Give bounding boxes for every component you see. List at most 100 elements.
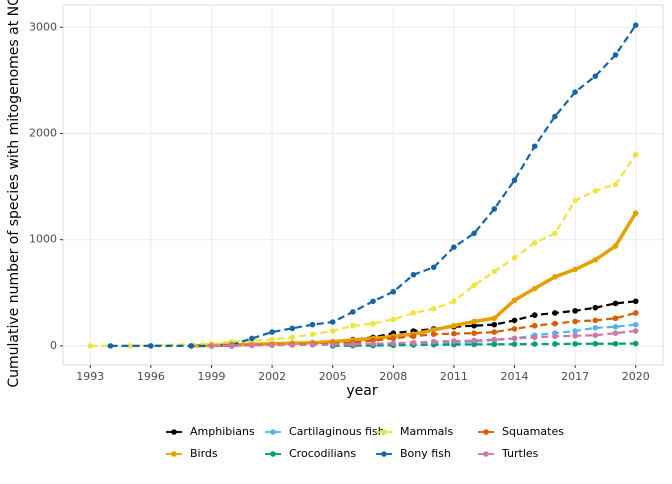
data-point [410,339,417,346]
y-tick-label: 3000 [29,20,57,33]
data-point [592,332,599,339]
data-point [592,304,599,311]
data-point [410,310,417,316]
data-point [491,336,498,343]
data-point [511,341,518,347]
data-point [289,342,296,348]
data-point [451,244,457,250]
data-point [87,343,94,349]
data-point [451,338,457,344]
data-point [632,321,639,328]
x-tick-label: 2005 [319,370,347,383]
data-point [552,333,558,340]
y-tick-label: 2000 [29,126,57,139]
data-point [309,321,316,328]
data-point [471,322,477,329]
legend-label: Squamates [502,425,564,438]
legend-key-point [270,429,276,435]
data-point [552,274,558,280]
data-point [592,317,599,324]
data-point [188,343,195,349]
data-point [127,343,134,349]
data-point [632,298,639,305]
x-tick-label: 2008 [379,370,407,383]
x-tick-label: 2011 [440,370,468,383]
data-point [552,341,558,347]
y-axis-title: Cumulative number of species with mitoge… [6,0,22,388]
plot-panel [62,4,664,366]
data-point [511,254,518,261]
legend-key-point [171,429,177,435]
data-point [531,322,538,329]
data-point [572,308,578,314]
x-tick-label: 1999 [197,370,225,383]
x-tick-label: 2014 [501,370,529,383]
data-point [249,335,255,342]
legend-label: Crocodilians [289,447,356,460]
data-point [309,342,316,348]
data-point [511,317,518,324]
legend-key-point [270,451,276,457]
legend-key-point [381,429,387,435]
data-point [632,151,639,158]
x-tick-label: 1996 [137,370,165,383]
data-point [632,310,639,316]
data-point [269,336,275,343]
data-point [572,328,578,334]
data-point [511,177,518,184]
data-point [511,326,518,332]
data-point [572,318,578,325]
data-point [430,264,437,271]
data-point [491,268,498,275]
legend-key-point [483,451,489,457]
data-point [370,340,376,347]
data-point [612,300,619,307]
data-point [572,332,578,339]
data-point [612,315,619,322]
data-point [592,73,599,79]
data-point [491,341,498,348]
data-point [350,309,356,315]
x-axis-title: year [346,383,377,399]
series-line [90,154,637,347]
data-point [430,305,437,312]
legend-key-point [483,429,489,435]
data-point [511,335,518,342]
data-point [390,288,397,295]
data-point [471,330,477,336]
data-point [612,330,619,336]
data-point [390,340,397,347]
data-point [572,341,578,347]
data-point [632,22,639,28]
data-point [572,89,578,95]
data-point [269,342,275,349]
legend-label: Amphibians [190,425,255,438]
data-point [329,319,336,325]
data-point [107,343,114,349]
legend-label: Turtles [501,447,539,460]
data-point [471,337,477,344]
data-point [491,206,498,212]
data-point [491,321,498,328]
x-tick-label: 2020 [622,370,650,383]
series [208,328,639,349]
data-point [471,318,477,325]
data-point [531,341,538,347]
x-tick-label: 1993 [76,370,104,383]
data-point [329,328,336,334]
data-point [329,341,336,348]
data-point [531,312,538,318]
data-point [451,322,457,329]
x-tick-label: 2017 [561,370,589,383]
data-point [572,266,578,273]
data-point [491,329,498,335]
data-point [491,315,498,322]
x-tick-label: 2002 [258,370,286,383]
y-tick-label: 0 [50,339,57,352]
data-point [552,320,558,327]
data-point [552,113,558,120]
data-point [208,343,215,349]
legend-label: Mammals [400,425,453,438]
legend-label: Cartilaginous fish [289,425,385,438]
